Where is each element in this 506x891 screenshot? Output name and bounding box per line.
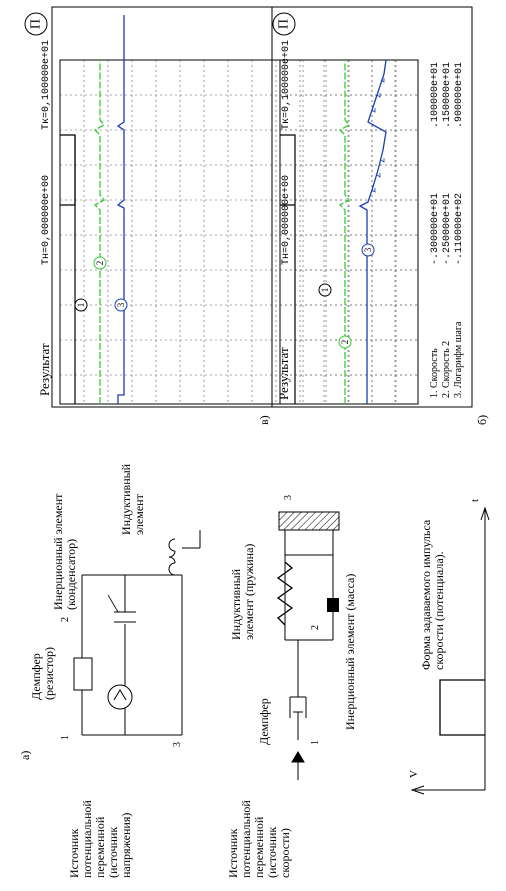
pulse-caption-l1: Форма задаваемого импульса: [419, 519, 433, 670]
plot-b-tn: Тн=0,000000е+00: [41, 175, 52, 265]
svg-text:2: 2: [340, 340, 350, 345]
svg-text:П: П: [277, 19, 292, 29]
electric-inertial-leader: [107, 594, 119, 613]
electric-damper-l1: Демпфер: [29, 653, 43, 700]
mech-source-l3: переменной: [252, 816, 266, 878]
plot-c-series-3-ripple: [371, 78, 385, 193]
mech-node-1: 1: [310, 740, 321, 745]
mech-source-l1: Источник: [226, 828, 240, 878]
mass-icon: [327, 598, 339, 612]
mech-inertial: Инерционный элемент (масса): [343, 574, 357, 730]
electric-source-l4: (источник: [106, 827, 120, 878]
pulse-diagram: [410, 506, 490, 795]
electric-inertial-l2: (конденсатор): [64, 539, 78, 610]
pulse-axis-v: V: [408, 770, 420, 778]
mech-source-l4: (источник: [265, 827, 279, 878]
plot-b-marker-3: 3: [114, 298, 128, 312]
plot-b-tk: Тк=0,100000е+01: [41, 40, 52, 130]
plot-c-logo: П: [272, 12, 296, 36]
plot-c-frame: [271, 6, 473, 408]
plot-b-legend-2: 2. Скорость 2: [441, 341, 452, 398]
electric-node-3: 3: [172, 742, 183, 747]
plot-c-series-2: [338, 60, 350, 404]
plot-b-max-1: .100000е+01: [430, 62, 441, 128]
plot-b-legend-3: 3. Логарифм шага: [453, 321, 464, 398]
inductor-icon: [168, 538, 182, 576]
plot-b-series-3: [116, 60, 125, 404]
resistor-icon: [73, 657, 93, 691]
plot-c-series-1: [280, 134, 296, 404]
plot-c-series-3: [358, 59, 387, 404]
pulse-axis-t: t: [469, 499, 481, 502]
plot-c-marker-3: 3: [361, 243, 375, 257]
svg-text:3: 3: [363, 247, 373, 252]
svg-text:П: П: [29, 19, 44, 29]
capacitor-icon: [114, 611, 136, 624]
mech-inductive-l1: Индуктивный: [229, 568, 243, 640]
voltage-source-icon: [107, 684, 133, 710]
plot-c: 1 2 3 Результат Тн=0,000000е+00 Тк=0,100…: [271, 6, 473, 408]
electric-circuit: [81, 547, 200, 736]
mech-inductive-l2: элемент (пружина): [242, 544, 256, 640]
plot-b-min-3: -.110000е+02: [454, 193, 465, 265]
electric-node-1: 1: [60, 735, 71, 740]
plot-b-max-3: .900000е+01: [454, 62, 465, 128]
plot-b-logo: П: [24, 12, 48, 36]
panel-c-label: в): [257, 415, 271, 425]
velocity-arrow-icon: [291, 751, 305, 780]
electric-source-l1: Источник: [67, 828, 81, 878]
plot-b-min-1: -.300000е+01: [430, 193, 441, 265]
electric-inertial-l1: Инерционный элемент: [51, 493, 65, 610]
pulse-curve: [439, 679, 485, 736]
plot-c-marker-2: 2: [338, 335, 352, 349]
mech-damper: Демпфер: [257, 698, 271, 745]
electric-source-l3: переменной: [93, 816, 107, 878]
electric-node-2: 2: [60, 617, 71, 622]
plot-b: 1 2 3 Результат Тн=0,000000е+00 Тк=0,100…: [24, 6, 473, 408]
mech-source-l2: потенциальной: [239, 800, 253, 878]
plot-c-tk: Тк=0,100000е+01: [281, 40, 292, 130]
svg-text:3: 3: [116, 302, 126, 307]
mech-node-2: 2: [310, 625, 321, 630]
mech-source-l5: скорости): [278, 828, 292, 878]
mech-node-3: 3: [283, 495, 294, 500]
electric-source-l2: потенциальной: [80, 800, 94, 878]
mechanical-scheme: [284, 554, 334, 740]
pulse-caption-l2: скорости (потенциала).: [432, 551, 446, 670]
plot-c-tn: Тн=0,000000е+00: [281, 175, 292, 265]
plot-b-grid: [60, 60, 418, 404]
plot-b-min-2: -.250000е+01: [442, 193, 453, 265]
svg-text:1: 1: [320, 288, 330, 293]
spring-icon: [276, 561, 294, 626]
plot-b-series-2: [93, 60, 105, 404]
wall-icon: [278, 511, 340, 531]
plot-b-frame: [51, 6, 473, 408]
plot-b-area: [59, 59, 419, 405]
panel-a-label: а): [18, 751, 32, 760]
electric-inductive-l1: Индуктивный: [119, 463, 133, 535]
plot-c-grid: [280, 60, 418, 404]
plot-b-series-1: [60, 134, 76, 404]
svg-text:1: 1: [76, 303, 86, 308]
electric-damper-l2: (резистор): [42, 647, 56, 700]
plot-b-title: Результат: [37, 343, 52, 396]
plot-c-title: Результат: [276, 347, 291, 400]
electric-inductive-l2: элемент: [132, 493, 146, 535]
plot-b-legend-1: 1. Скорость: [429, 348, 440, 398]
electric-source-l5: напряжения): [119, 813, 133, 878]
damper-icon: [289, 696, 307, 718]
plot-b-max-2: .150000е+01: [442, 62, 453, 128]
plot-b-marker-2: 2: [93, 256, 107, 270]
svg-text:2: 2: [95, 261, 105, 266]
panel-b-label: б): [475, 415, 489, 425]
plot-b-marker-1: 1: [74, 298, 88, 312]
plot-c-marker-1: 1: [318, 283, 332, 297]
